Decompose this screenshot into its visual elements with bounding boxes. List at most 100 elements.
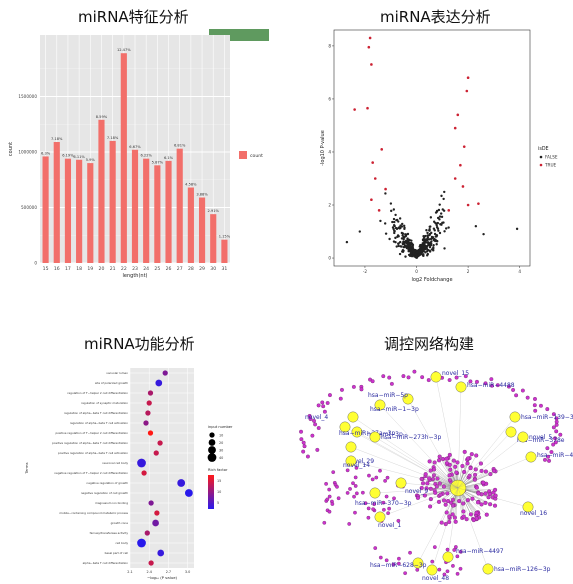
target-node xyxy=(547,459,551,463)
term-label: regulation of synaptic maturation xyxy=(81,401,128,405)
target-node xyxy=(367,507,370,510)
y-tick-label: 6 xyxy=(328,96,331,101)
target-node xyxy=(446,570,449,573)
length-distribution-chart: 0500000100000015000006.3%157.18%166.19%1… xyxy=(0,30,280,290)
target-node xyxy=(433,545,436,548)
target-node xyxy=(300,437,304,441)
bubble xyxy=(145,530,150,535)
target-node xyxy=(469,466,473,470)
size-legend-label: 30 xyxy=(219,448,223,452)
volcano-point-false xyxy=(394,241,396,243)
bubble xyxy=(177,479,185,487)
term-label: positive regulation of T−helper 2 cell d… xyxy=(56,431,129,435)
mirna-node xyxy=(396,478,406,488)
volcano-point-false xyxy=(426,232,428,234)
target-node xyxy=(386,476,389,479)
target-node xyxy=(446,548,449,551)
volcano-point-true xyxy=(370,198,373,201)
term-label: negative regulation of growth xyxy=(86,481,128,485)
volcano-point-false xyxy=(385,232,387,234)
target-node xyxy=(337,497,340,500)
bar xyxy=(210,214,216,263)
x-tick-label: 0 xyxy=(415,269,418,274)
volcano-point-false xyxy=(440,212,442,214)
term-label: mobile−containing compound metabolic pro… xyxy=(59,511,128,515)
target-node xyxy=(352,385,356,389)
target-node xyxy=(445,461,449,465)
target-node xyxy=(451,504,455,508)
target-node xyxy=(340,388,344,392)
volcano-point-false xyxy=(424,251,426,253)
target-node xyxy=(466,461,470,465)
target-node xyxy=(317,404,321,408)
target-node xyxy=(493,488,497,492)
volcano-point-false xyxy=(391,221,393,223)
volcano-point-false xyxy=(406,237,408,239)
x-tick-label: -2 xyxy=(363,269,368,274)
volcano-point-false xyxy=(408,239,410,241)
legend-swatch xyxy=(239,151,247,159)
target-node xyxy=(451,564,454,567)
x-tick-label: 16 xyxy=(54,266,60,272)
target-node xyxy=(317,426,321,430)
volcano-point-true xyxy=(384,188,387,191)
target-node xyxy=(456,555,459,558)
bubble xyxy=(154,510,159,515)
x-tick-label: 17 xyxy=(65,266,71,272)
target-node xyxy=(346,491,349,494)
bar xyxy=(121,53,127,263)
mirna-node xyxy=(370,488,380,498)
volcano-point-false xyxy=(445,227,447,229)
volcano-point-true xyxy=(454,127,457,130)
volcano-point-false xyxy=(482,233,484,235)
x-tick-label: 26 xyxy=(166,266,172,272)
target-node xyxy=(321,404,325,408)
target-node xyxy=(462,515,466,519)
mirna-label: hsa−miR−628−3p xyxy=(370,562,427,569)
term-label: neuronal cell body xyxy=(102,461,128,465)
network-title: 调控网络构建 xyxy=(384,333,474,354)
mirna-node xyxy=(348,412,358,422)
volcano-point-false xyxy=(436,210,438,212)
bubble xyxy=(137,539,146,548)
x-tick-label: 22 xyxy=(121,266,127,272)
volcano-point-false xyxy=(437,217,439,219)
volcano-point-false xyxy=(399,224,401,226)
target-node xyxy=(484,492,488,496)
bubble xyxy=(163,370,168,375)
mirna-label: hsa−miR−4497 xyxy=(456,548,504,555)
target-node xyxy=(428,505,432,509)
volcano-point-false xyxy=(394,214,396,216)
target-node xyxy=(326,401,330,405)
function-title: miRNA功能分析 xyxy=(84,333,195,354)
target-node xyxy=(489,472,493,476)
mirna-label: hsa−miR−4488 xyxy=(467,382,515,389)
term-label: vacuolar lumen xyxy=(106,371,128,375)
volcano-point-false xyxy=(415,256,417,258)
volcano-point-true xyxy=(467,76,470,79)
target-node xyxy=(311,434,315,438)
volcano-point-true xyxy=(374,177,377,180)
target-node xyxy=(328,393,332,397)
size-legend-label: 20 xyxy=(219,441,223,445)
target-node xyxy=(348,487,351,490)
legend-swatch xyxy=(540,164,543,167)
term-label: negative regulation of cell growth xyxy=(81,491,128,495)
plot-frame xyxy=(334,30,530,266)
target-node xyxy=(353,511,356,514)
target-node xyxy=(397,557,400,560)
target-node xyxy=(555,423,559,427)
mirna-node xyxy=(431,372,441,382)
volcano-point-false xyxy=(434,233,436,235)
target-node xyxy=(463,450,467,454)
volcano-point-false xyxy=(516,228,518,230)
volcano-point-false xyxy=(441,216,443,218)
y-tick-label: 1500000 xyxy=(18,94,37,99)
target-node xyxy=(433,461,437,465)
volcano-point-false xyxy=(443,247,445,249)
target-node xyxy=(533,403,537,407)
color-legend-label: 5 xyxy=(217,501,219,505)
x-tick-label: 20 xyxy=(99,266,105,272)
target-node xyxy=(472,518,476,522)
